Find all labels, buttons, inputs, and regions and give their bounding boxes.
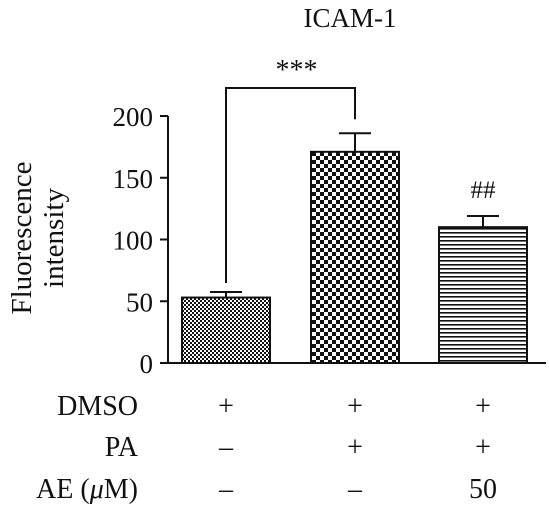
bar-1 xyxy=(310,150,400,364)
significance-bracket xyxy=(225,87,356,283)
treatment-cell-1-1: + xyxy=(347,432,363,463)
chart-title: ICAM-1 xyxy=(304,3,397,33)
bar-significance-label-2: ## xyxy=(471,177,497,204)
bars xyxy=(181,132,528,365)
treatment-cell-2-1: – xyxy=(347,474,363,505)
significance-bracket-label: *** xyxy=(276,55,318,86)
y-tick-label-2: 100 xyxy=(113,226,154,256)
treatment-cell-2-0: – xyxy=(218,474,234,505)
treatment-cell-1-0: – xyxy=(218,432,234,463)
y-axis-ticks: 0 50 100 150 200 xyxy=(113,102,168,379)
bar-2 xyxy=(438,226,528,364)
treatment-row-label-1: PA xyxy=(105,432,139,463)
y-tick-label-4: 200 xyxy=(113,102,154,132)
y-axis-label-line-2: intensity xyxy=(38,188,70,288)
treatment-table: DMSO + + + PA – + + AE (μM) – – 50 xyxy=(36,391,497,505)
treatment-cell-0-2: + xyxy=(475,391,491,422)
treatment-cell-2-2: 50 xyxy=(469,474,497,505)
treatment-cell-0-1: + xyxy=(347,391,363,422)
treatment-row-label-2: AE (μM) xyxy=(36,474,138,505)
treatment-row-label-0: DMSO xyxy=(57,391,138,422)
y-tick-label-1: 50 xyxy=(126,287,153,317)
treatment-cell-1-2: + xyxy=(475,432,491,463)
y-tick-label-3: 150 xyxy=(113,164,154,194)
y-axis-label-line-1: Fluorescence xyxy=(6,162,38,315)
y-tick-label-0: 0 xyxy=(140,349,154,379)
bar-0 xyxy=(181,296,271,365)
significance-annotations: *** ## xyxy=(225,55,497,283)
treatment-cell-0-0: + xyxy=(218,391,234,422)
